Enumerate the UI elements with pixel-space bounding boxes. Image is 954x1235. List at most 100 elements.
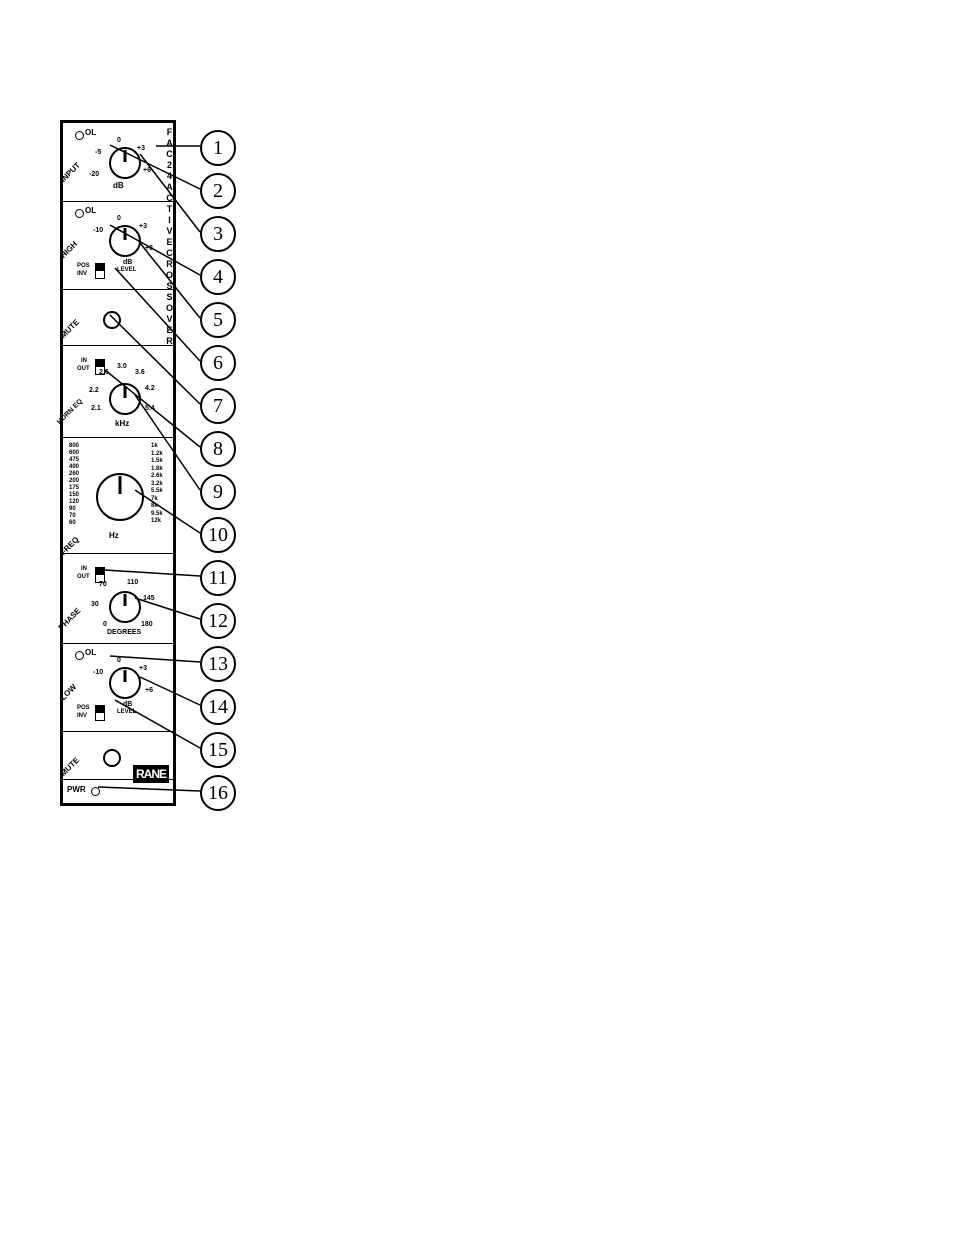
callout-10: 10 <box>200 517 236 553</box>
horneq-tick: 2.2 <box>89 387 99 394</box>
freq-knob[interactable] <box>96 473 144 521</box>
freq-tick-left: 120 <box>69 499 79 505</box>
high-ol-label: OL <box>85 206 96 215</box>
phase-tick: 30 <box>91 601 99 608</box>
input-tick: +3 <box>137 145 145 152</box>
callout-3: 3 <box>200 216 236 252</box>
callout-number: 12 <box>200 603 236 639</box>
callout-16: 16 <box>200 775 236 811</box>
divider <box>63 779 173 780</box>
callout-9: 9 <box>200 474 236 510</box>
phase-label: PHASE <box>57 606 83 632</box>
high-level-knob[interactable] <box>109 225 141 257</box>
mute-label: MUTE <box>59 318 81 340</box>
callout-number: 9 <box>200 474 236 510</box>
freq-tick-left: 90 <box>69 506 76 512</box>
horneq-in: IN <box>81 358 87 364</box>
phase-unit: DEGREES <box>107 629 141 636</box>
freq-tick-right: 1.8k <box>151 466 163 472</box>
callout-1: 1 <box>200 130 236 166</box>
freq-tick-right: 9.5k <box>151 511 163 517</box>
callout-5: 5 <box>200 302 236 338</box>
callout-6: 6 <box>200 345 236 381</box>
high-tick: +3 <box>139 223 147 230</box>
input-tick: 0 <box>117 137 121 144</box>
divider <box>63 345 173 346</box>
phase-tick: 0 <box>103 621 107 628</box>
phase-tick: 110 <box>127 579 138 586</box>
input-ol-led <box>75 131 84 140</box>
divider <box>63 289 173 290</box>
freq-unit: Hz <box>109 531 119 540</box>
freq-tick-left: 175 <box>69 485 79 491</box>
low-ol-led <box>75 651 84 660</box>
brand-logo: RANE <box>133 765 169 783</box>
horneq-knob[interactable] <box>109 383 141 415</box>
freq-tick-left: 150 <box>69 492 79 498</box>
phase-out: OUT <box>77 574 90 580</box>
high-label: HIGH <box>59 239 80 260</box>
phase-knob[interactable] <box>109 591 141 623</box>
callout-13: 13 <box>200 646 236 682</box>
high-pos-label: POS <box>77 263 90 269</box>
crossover-panel: FAC 24 ACTIVE CROSSOVER OL INPUT -20 -5 … <box>60 120 176 806</box>
freq-tick-right: 2.6k <box>151 473 163 479</box>
input-tick: -5 <box>95 149 101 156</box>
low-tick: -10 <box>93 669 103 676</box>
horneq-tick: 2.6 <box>99 369 109 376</box>
callout-2: 2 <box>200 173 236 209</box>
pwr-label: PWR <box>67 785 86 794</box>
low-tick: +6 <box>145 687 153 694</box>
low-tick: 0 <box>117 657 121 664</box>
divider <box>63 731 173 732</box>
freq-tick-right: 8k <box>151 503 158 509</box>
callout-number: 8 <box>200 431 236 467</box>
high-unit: dB <box>123 259 132 266</box>
low-inv-label: INV <box>77 713 87 719</box>
input-label: INPUT <box>59 161 82 184</box>
high-tick: 0 <box>117 215 121 222</box>
callout-14: 14 <box>200 689 236 725</box>
low-unit: dB <box>123 701 132 708</box>
low-label: LOW <box>59 682 79 702</box>
mute2-label: MUTE <box>59 756 81 778</box>
horneq-unit: kHz <box>115 419 129 428</box>
horneq-tick: 5.4 <box>145 405 155 412</box>
high-ol-led <box>75 209 84 218</box>
high-tick: -10 <box>93 227 103 234</box>
callout-7: 7 <box>200 388 236 424</box>
low-mute-button[interactable] <box>103 749 121 767</box>
low-tick: +3 <box>139 665 147 672</box>
low-polarity-switch[interactable] <box>95 705 105 721</box>
panel-title: FAC 24 ACTIVE CROSSOVER <box>166 127 174 347</box>
divider <box>63 643 173 644</box>
callout-8: 8 <box>200 431 236 467</box>
high-polarity-switch[interactable] <box>95 263 105 279</box>
phase-tick: 180 <box>141 621 153 628</box>
input-unit: dB <box>113 181 124 190</box>
divider <box>63 437 173 438</box>
freq-tick-right: 7k <box>151 496 158 502</box>
horneq-tick: 2.1 <box>91 405 101 412</box>
horneq-tick: 3.6 <box>135 369 145 376</box>
callout-12: 12 <box>200 603 236 639</box>
freq-tick-right: 1.5k <box>151 458 163 464</box>
callout-number: 4 <box>200 259 236 295</box>
high-inv-label: INV <box>77 271 87 277</box>
freq-tick-right: 3.2k <box>151 481 163 487</box>
callout-number: 15 <box>200 732 236 768</box>
callout-number: 13 <box>200 646 236 682</box>
callout-number: 5 <box>200 302 236 338</box>
freq-tick-left: 600 <box>69 450 79 456</box>
callout-number: 1 <box>200 130 236 166</box>
freq-tick-left: 800 <box>69 443 79 449</box>
freq-tick-left: 260 <box>69 471 79 477</box>
callout-number: 14 <box>200 689 236 725</box>
freq-tick-right: 5.5k <box>151 488 163 494</box>
callout-number: 11 <box>200 560 236 596</box>
pwr-led <box>91 787 100 796</box>
high-subunit: LEVEL <box>117 267 136 273</box>
high-mute-button[interactable] <box>103 311 121 329</box>
low-level-knob[interactable] <box>109 667 141 699</box>
callout-number: 3 <box>200 216 236 252</box>
